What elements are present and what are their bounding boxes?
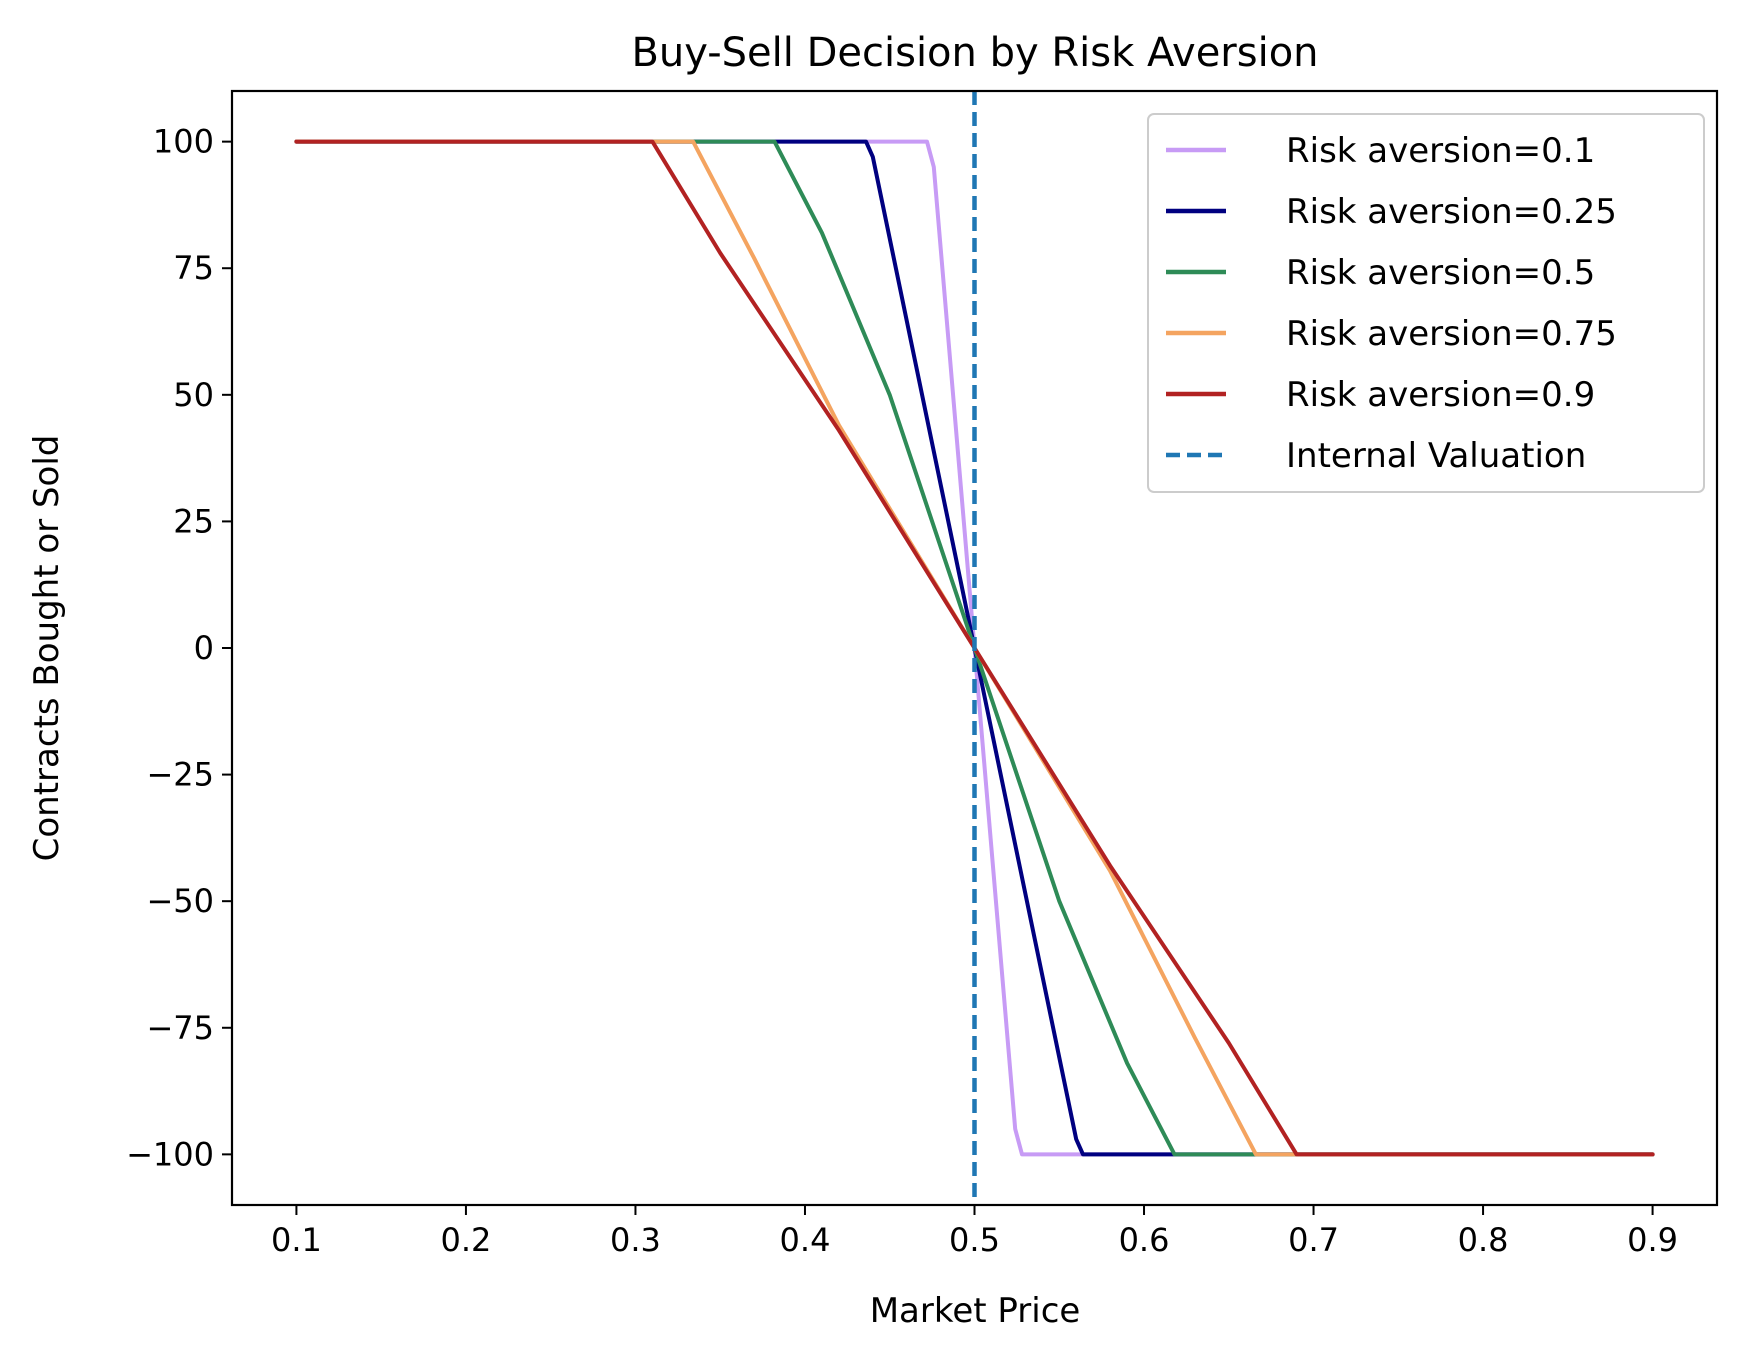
y-tick-label: 25 bbox=[173, 502, 214, 540]
x-tick-label: 0.9 bbox=[1627, 1221, 1678, 1259]
legend: Risk aversion=0.1 Risk aversion=0.25 Risk … bbox=[1147, 113, 1705, 493]
legend-label: Risk aversion=0.25 bbox=[1286, 192, 1617, 232]
x-tick-label: 0.6 bbox=[1119, 1221, 1170, 1259]
y-tick-label: −75 bbox=[146, 1009, 214, 1047]
legend-box bbox=[1147, 113, 1705, 493]
y-tick-label: 100 bbox=[153, 123, 214, 161]
y-tick-label: 75 bbox=[173, 249, 214, 287]
legend-label: Internal Valuation bbox=[1286, 436, 1586, 476]
chart-title: Buy-Sell Decision by Risk Aversion bbox=[631, 30, 1318, 76]
x-tick-label: 0.2 bbox=[440, 1221, 491, 1259]
legend-label: Risk aversion=0.75 bbox=[1286, 314, 1617, 354]
y-tick-label: −100 bbox=[126, 1135, 214, 1173]
plot-area bbox=[294, 91, 1655, 1205]
x-tick-label: 0.3 bbox=[610, 1221, 661, 1259]
x-tick-label: 0.1 bbox=[271, 1221, 322, 1259]
x-tick-label: 0.8 bbox=[1458, 1221, 1509, 1259]
y-tick-label: −25 bbox=[146, 756, 214, 794]
x-axis-label: Market Price bbox=[870, 1291, 1081, 1331]
x-tick-label: 0.4 bbox=[780, 1221, 831, 1259]
x-tick-label: 0.7 bbox=[1288, 1221, 1339, 1259]
y-tick-label: 0 bbox=[194, 629, 214, 667]
y-axis-label: Contracts Bought or Sold bbox=[27, 435, 67, 862]
y-axis: 100 75 50 25 0 −25 −50 −75 −100 bbox=[126, 123, 232, 1173]
x-axis: 0.1 0.2 0.3 0.4 0.5 0.6 0.7 0.8 0.9 bbox=[271, 1205, 1678, 1259]
y-tick-label: −50 bbox=[146, 882, 214, 920]
legend-label: Risk aversion=0.5 bbox=[1286, 253, 1595, 293]
legend-label: Risk aversion=0.9 bbox=[1286, 375, 1595, 415]
x-tick-label: 0.5 bbox=[949, 1221, 1000, 1259]
legend-label: Risk aversion=0.1 bbox=[1286, 131, 1595, 171]
y-tick-label: 50 bbox=[173, 376, 214, 414]
